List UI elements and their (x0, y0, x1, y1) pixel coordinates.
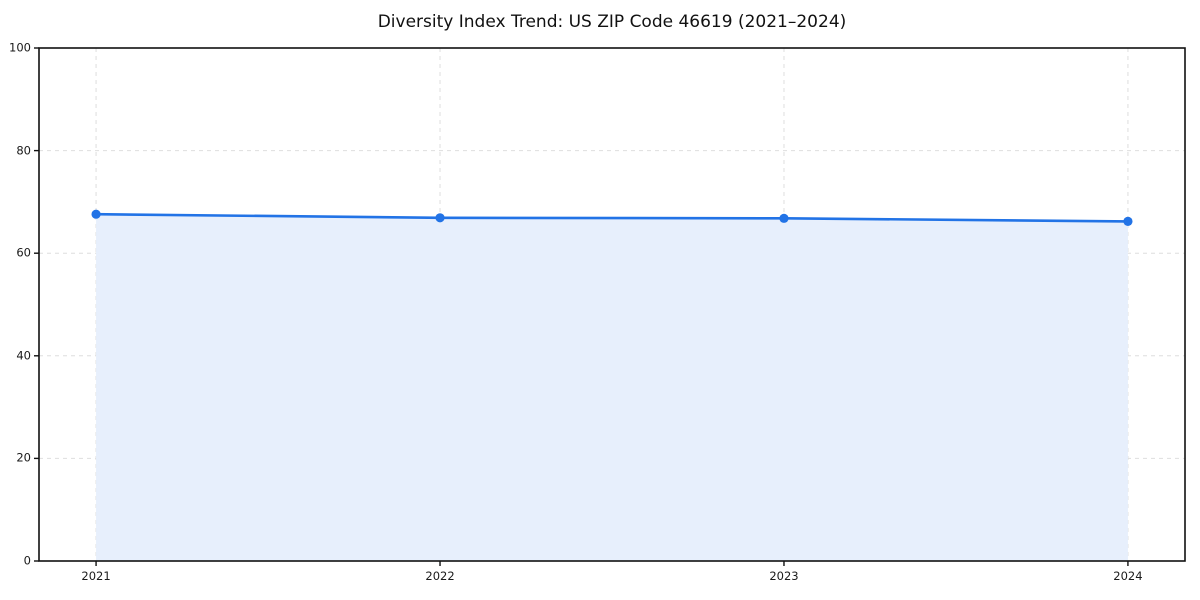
chart-title: Diversity Index Trend: US ZIP Code 46619… (377, 12, 847, 32)
x-tick-label: 2022 (425, 569, 455, 583)
x-tick-label: 2023 (769, 569, 799, 583)
y-tick-label: 0 (23, 553, 31, 568)
area-fill (96, 214, 1128, 561)
y-tick-label: 20 (16, 450, 31, 465)
y-tick-label: 100 (9, 40, 31, 55)
data-point-2024 (1123, 216, 1133, 226)
data-point-2022 (435, 213, 445, 223)
y-tick-label: 60 (16, 245, 31, 260)
trend-line (94, 212, 1130, 223)
data-point-2023 (779, 213, 789, 223)
y-tick-label: 40 (16, 348, 31, 363)
data-point-2021 (91, 209, 101, 219)
plot-frame (38, 47, 1186, 562)
x-tick-label: 2024 (1113, 569, 1143, 583)
y-tick-label: 80 (16, 142, 31, 157)
x-tick-label: 2021 (81, 569, 111, 583)
